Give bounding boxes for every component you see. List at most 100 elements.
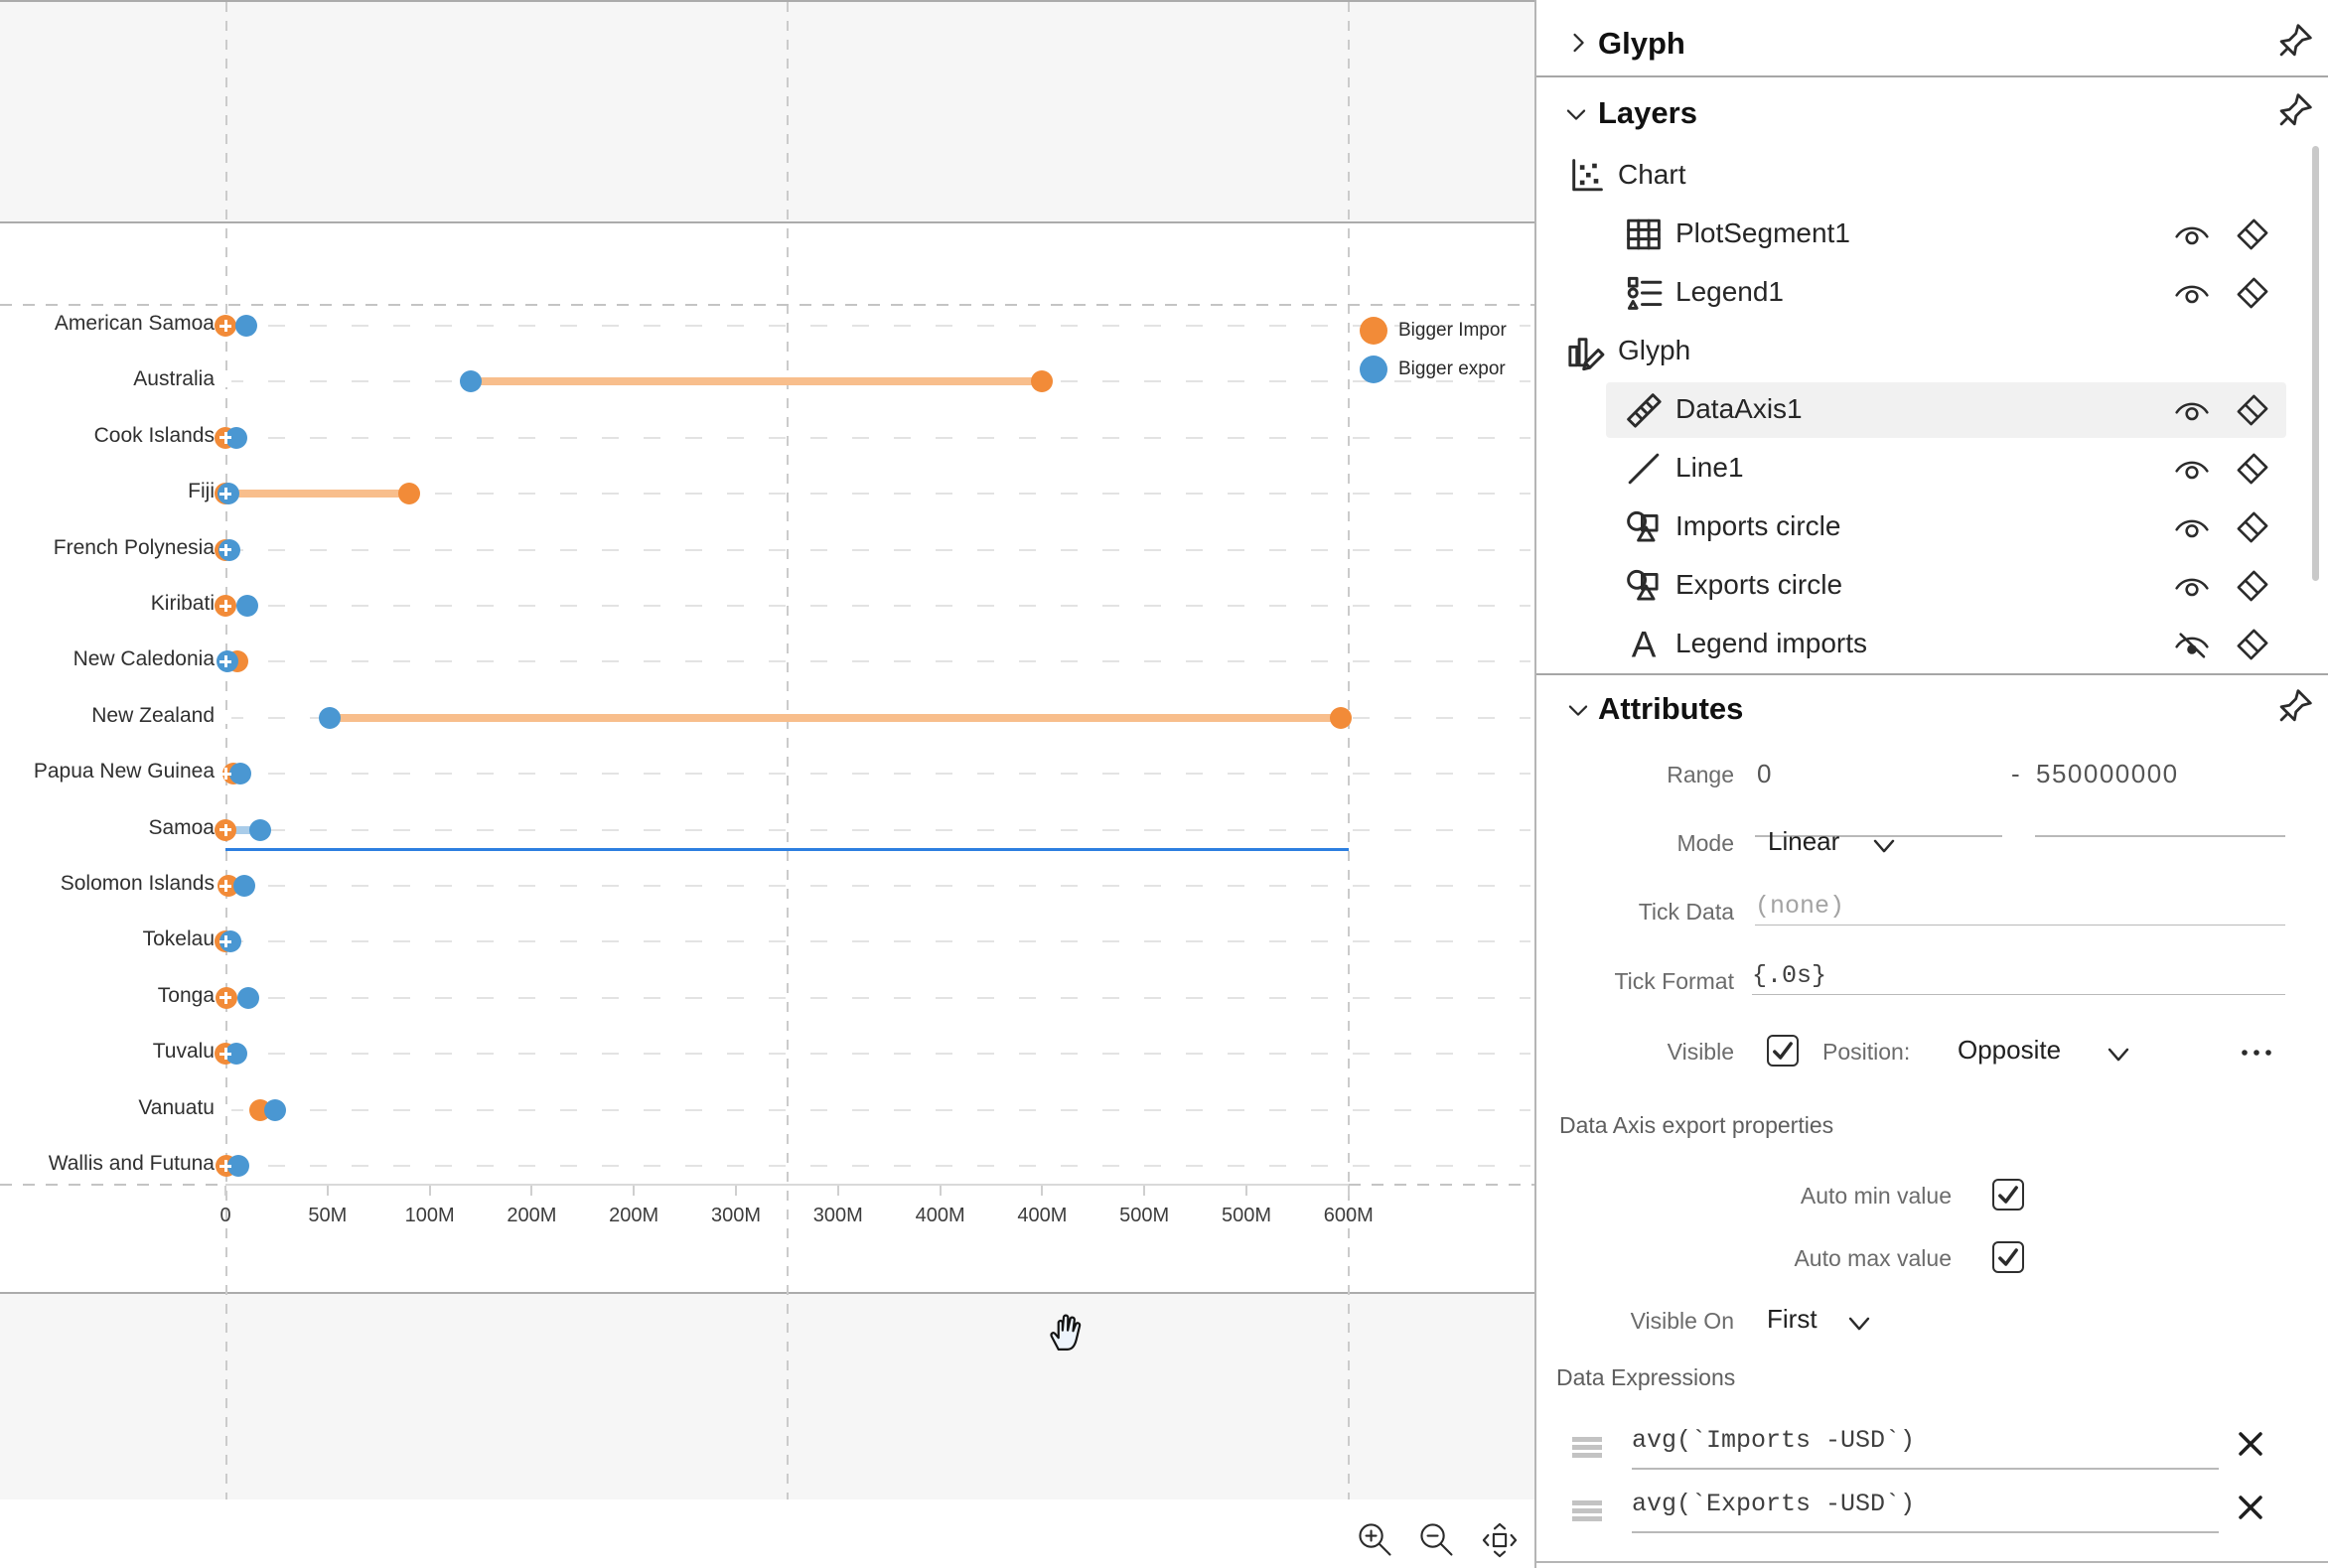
exports-dot[interactable] (229, 763, 252, 785)
visible-checkbox[interactable] (1767, 1035, 1799, 1067)
eraser-icon[interactable] (2235, 627, 2270, 662)
range-min-input[interactable]: 0 (1757, 759, 1773, 788)
axis-category-label: New Zealand (91, 703, 215, 727)
more-options-button[interactable] (2237, 1043, 2276, 1063)
exports-dot[interactable] (459, 370, 482, 393)
data-expression-value[interactable]: avg(`Imports -USD`) (1632, 1426, 1916, 1455)
row-gridline-dashes (226, 996, 1530, 999)
layer-row-plotsegment1[interactable]: PlotSegment1 (1536, 207, 2328, 262)
eye-icon[interactable] (2169, 571, 2215, 603)
exports-dot[interactable] (225, 1043, 248, 1066)
layer-row-chart[interactable]: Chart (1536, 148, 2328, 204)
eraser-icon[interactable] (2235, 509, 2270, 545)
chevron-down-icon[interactable] (2106, 1046, 2131, 1064)
exports-dot[interactable] (248, 818, 271, 841)
chevron-right-icon[interactable] (1563, 28, 1593, 58)
plot-segment[interactable]: American Samoa Australia Cook Islands Fiji F… (0, 0, 1534, 1568)
imports-dot[interactable] (1329, 706, 1352, 729)
x-axis-tick-label: 0 (219, 1205, 231, 1226)
delete-x-icon[interactable] (2235, 1428, 2266, 1460)
glyph-section-title[interactable]: Glyph (1598, 26, 1685, 61)
layer-label: Legend imports (1675, 628, 1868, 658)
layers-scrollbar[interactable] (2312, 146, 2319, 581)
layers-section-title[interactable]: Layers (1598, 95, 1697, 130)
pin-icon[interactable] (2276, 22, 2314, 60)
eye-icon[interactable] (2169, 454, 2215, 486)
connector-line[interactable] (228, 490, 410, 499)
auto-min-checkbox[interactable] (1992, 1179, 2024, 1211)
tick-format-input[interactable] (1752, 961, 2285, 995)
auto-max-checkbox[interactable] (1992, 1241, 2024, 1273)
tick-data-label: Tick Data (1638, 899, 1734, 925)
data-expression-value[interactable]: avg(`Exports -USD`) (1632, 1490, 1916, 1518)
pin-icon[interactable] (2276, 91, 2314, 129)
tick-data-input[interactable] (1755, 892, 2285, 926)
eye-off-icon[interactable] (2169, 630, 2215, 661)
eye-icon[interactable] (2169, 512, 2215, 544)
glyph-anchor-cross (223, 711, 227, 724)
glyph-anchor-cross (223, 823, 227, 836)
guide-vertical-left[interactable] (225, 2, 227, 1499)
connector-line[interactable] (225, 825, 260, 834)
zoom-out-button[interactable] (1417, 1520, 1457, 1560)
eraser-icon[interactable] (2235, 392, 2270, 428)
eraser-icon[interactable] (2235, 568, 2270, 604)
axis-category-label: Tokelau (142, 927, 215, 951)
eraser-icon[interactable] (2235, 216, 2270, 252)
range-max-input[interactable]: 550000000 (2036, 759, 2179, 788)
layer-label: Glyph (1618, 335, 1691, 365)
connector-line[interactable] (470, 377, 1043, 386)
chevron-down-icon[interactable] (1561, 99, 1591, 129)
layer-row-line1[interactable]: Line1 (1536, 441, 2328, 497)
exports-dot[interactable] (227, 1155, 250, 1177)
guide-horizontal-axis-right[interactable] (1349, 1184, 1534, 1186)
glyph-anchor-cross (223, 543, 227, 556)
visible-on-dropdown[interactable]: First (1767, 1304, 1818, 1334)
guide-vertical-middle[interactable] (787, 2, 789, 1499)
canvas-zoom-controls[interactable] (1346, 1514, 1534, 1564)
exports-dot[interactable] (235, 595, 258, 617)
export-properties-title: Data Axis export properties (1559, 1112, 1834, 1138)
layer-row-glyph[interactable]: Glyph (1536, 324, 2328, 379)
exports-dot[interactable] (264, 1098, 287, 1121)
eraser-icon[interactable] (2235, 275, 2270, 311)
line-icon (1624, 449, 1664, 489)
exports-dot[interactable] (236, 986, 259, 1009)
eye-icon[interactable] (2169, 219, 2215, 251)
layer-row-imports-circle[interactable]: Imports circle (1536, 499, 2328, 555)
exports-dot[interactable] (232, 875, 255, 897)
connector-line[interactable] (329, 713, 1341, 722)
position-dropdown[interactable]: Opposite (1958, 1035, 2062, 1065)
exports-dot[interactable] (234, 315, 257, 337)
delete-x-icon[interactable] (2235, 1492, 2266, 1523)
svg-text:A: A (1632, 625, 1657, 664)
attributes-section-title[interactable]: Attributes (1598, 691, 1744, 726)
imports-dot[interactable] (398, 483, 421, 505)
guide-horizontal-axis-left[interactable] (0, 1184, 226, 1186)
exports-dot[interactable] (225, 426, 248, 449)
layer-row-legend1[interactable]: Legend1 (1536, 265, 2328, 321)
eye-icon[interactable] (2169, 278, 2215, 310)
chart-canvas[interactable]: American Samoa Australia Cook Islands Fiji F… (0, 0, 1534, 1568)
guide-horizontal-top[interactable] (0, 304, 1534, 306)
layer-row-exports-circle[interactable]: Exports circle (1536, 558, 2328, 614)
fit-to-screen-button[interactable] (1480, 1520, 1520, 1560)
pin-icon[interactable] (2276, 687, 2314, 725)
exports-dot[interactable] (318, 706, 341, 729)
drag-handle-icon[interactable] (1571, 1434, 1605, 1460)
drag-handle-icon[interactable] (1571, 1497, 1605, 1523)
row-gridline-dashes (226, 1108, 1530, 1111)
layer-row-legend-imports[interactable]: A Legend imports (1536, 617, 2328, 672)
chevron-down-icon[interactable] (1846, 1315, 1872, 1333)
imports-dot[interactable] (1031, 370, 1054, 393)
guide-vertical-right[interactable] (1348, 2, 1350, 1499)
chevron-down-icon[interactable] (1563, 695, 1593, 725)
data-axis-icon (1624, 390, 1664, 430)
eraser-icon[interactable] (2235, 451, 2270, 487)
eye-icon[interactable] (2169, 395, 2215, 427)
layer-row-dataaxis1[interactable]: DataAxis1 (1606, 382, 2286, 438)
mode-dropdown[interactable]: Linear (1768, 826, 1840, 856)
selected-data-axis-line[interactable] (225, 847, 1349, 851)
zoom-in-button[interactable] (1356, 1520, 1395, 1560)
chevron-down-icon[interactable] (1871, 837, 1897, 855)
